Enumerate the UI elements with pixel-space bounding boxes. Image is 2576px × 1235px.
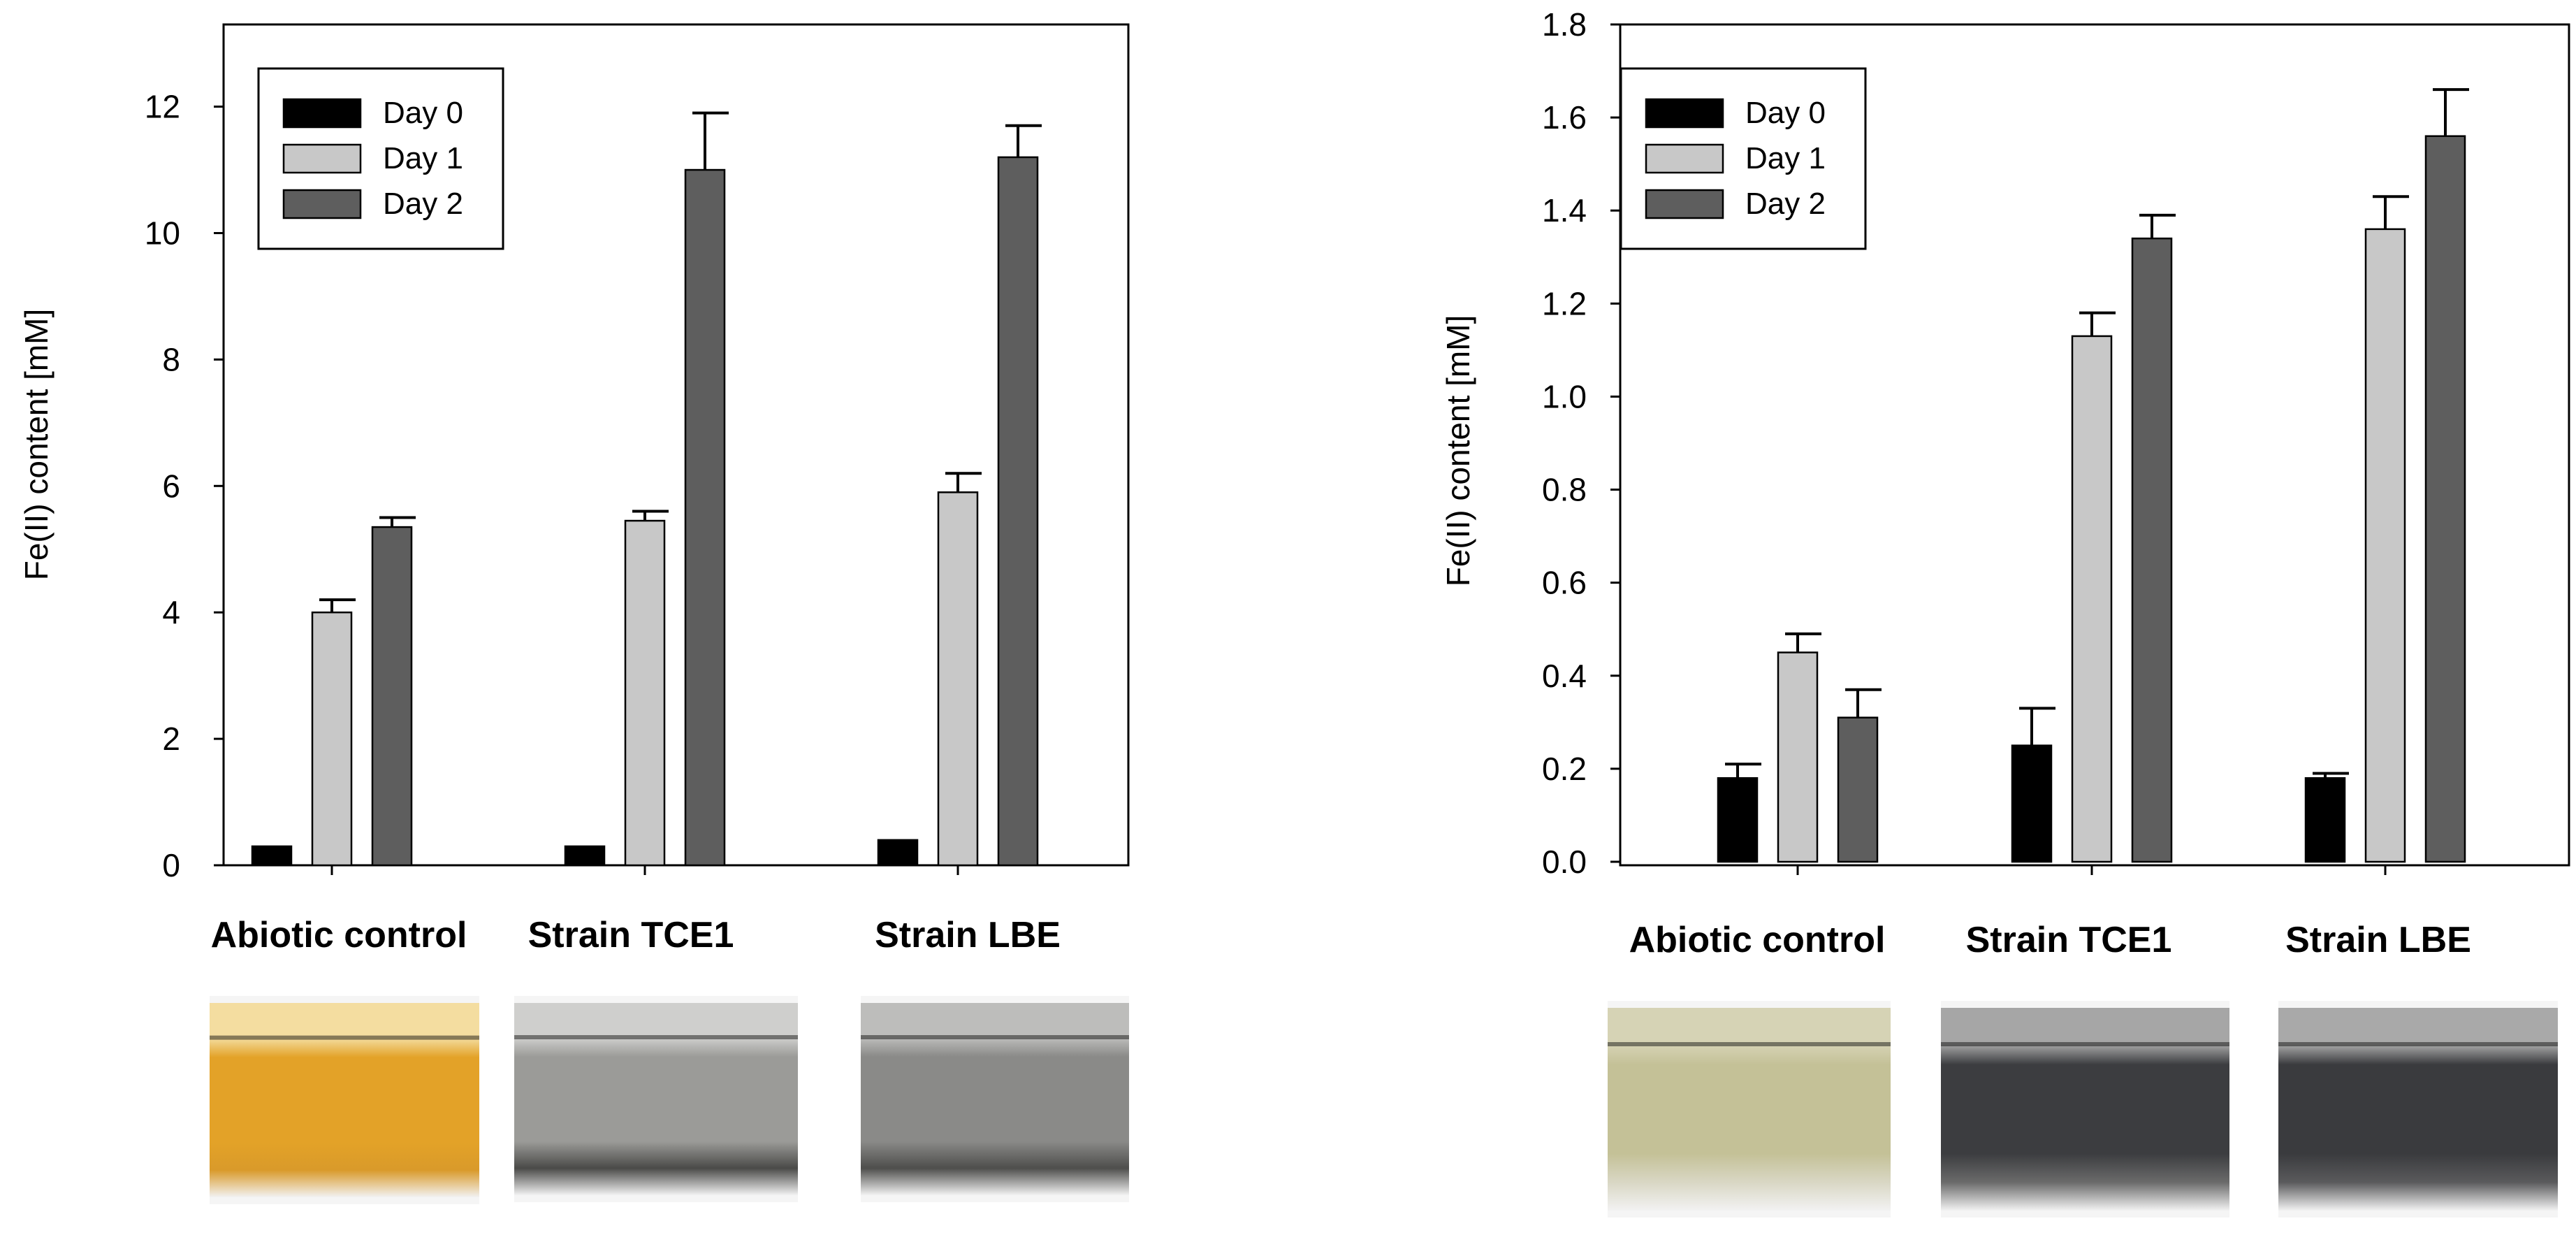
bar-day-2	[371, 526, 413, 867]
bar-day-2	[2131, 237, 2173, 863]
bar-day-1	[937, 491, 979, 867]
bar-day-0	[564, 845, 606, 867]
category-label: Strain LBE	[2285, 920, 2471, 960]
y-tick-label: 1.8	[1542, 6, 1587, 43]
plot-frame	[222, 23, 1130, 867]
abiotic-control-photo-1	[210, 996, 479, 1204]
abiotic-control-photo-2	[1608, 1001, 1891, 1218]
legend-swatch	[282, 189, 362, 219]
legend-swatch	[1645, 189, 1724, 219]
y-tick-label: 2	[162, 721, 180, 757]
bar-day-2	[997, 156, 1039, 867]
strain-lbe-photo-2	[2278, 1001, 2558, 1218]
legend-label: Day 2	[383, 187, 463, 221]
y-axis-label: Fe(II) content [mM]	[1440, 315, 1476, 587]
bar-day-0	[251, 845, 293, 867]
y-tick-label: 1.4	[1542, 192, 1587, 229]
y-axis-label: Fe(II) content [mM]	[18, 309, 54, 581]
strain-tce1-photo-2	[1941, 1001, 2229, 1218]
legend-swatch	[1645, 143, 1724, 174]
legend-label: Day 1	[1745, 141, 1826, 175]
bar-day-1	[624, 519, 666, 867]
legend-label: Day 1	[383, 141, 463, 175]
bar-day-0	[2304, 777, 2346, 863]
category-label: Strain TCE1	[528, 915, 734, 955]
y-tick-label: 4	[162, 594, 180, 630]
bar-day-1	[311, 611, 353, 867]
y-tick-label: 6	[162, 468, 180, 504]
y-tick-label: 0	[162, 847, 180, 883]
legend-swatch	[282, 98, 362, 129]
strain-tce1-photo-1	[514, 996, 798, 1202]
bar-day-1	[2364, 228, 2406, 863]
legend-label: Day 0	[1745, 96, 1826, 130]
y-tick-label: 10	[145, 215, 180, 251]
bar-day-2	[684, 168, 726, 867]
bar-day-0	[877, 839, 919, 867]
y-tick-label: 0.0	[1542, 844, 1587, 880]
plot-frame	[1619, 23, 2570, 867]
chart-2: 0.0 0.2 0.4 0.6 0.8 1.0 1.2 1.4 1.6 1.8 Fe(II) con…	[1440, 6, 2570, 960]
bar-day-2	[2424, 135, 2466, 863]
bar-day-1	[2071, 335, 2113, 863]
category-label: Abiotic control	[1629, 920, 1886, 960]
bar-day-2	[1837, 716, 1879, 863]
legend: Day 0 Day 1 Day 2	[1620, 67, 1867, 250]
legend-label: Day 2	[1745, 187, 1826, 221]
y-tick-label: 1.0	[1542, 378, 1587, 414]
y-tick-label: 1.6	[1542, 99, 1587, 136]
legend-swatch	[1645, 98, 1724, 129]
bar-day-0	[1717, 777, 1759, 863]
category-label: Strain LBE	[875, 915, 1061, 955]
bar-day-1	[1777, 651, 1819, 863]
y-tick-label: 0.4	[1542, 658, 1587, 694]
legend: Day 0 Day 1 Day 2	[257, 67, 504, 250]
bar-day-0	[2011, 744, 2053, 863]
category-label: Abiotic control	[211, 915, 467, 955]
y-tick-label: 8	[162, 341, 180, 377]
y-tick-label: 1.2	[1542, 285, 1587, 322]
y-tick-label: 0.8	[1542, 472, 1587, 508]
y-tick-label: 12	[145, 89, 180, 125]
y-tick-label: 0.2	[1542, 751, 1587, 787]
category-label: Strain TCE1	[1966, 920, 2172, 960]
legend-label: Day 0	[383, 96, 463, 130]
strain-lbe-photo-1	[861, 996, 1129, 1202]
y-tick-label: 0.6	[1542, 565, 1587, 601]
legend-swatch	[282, 143, 362, 174]
